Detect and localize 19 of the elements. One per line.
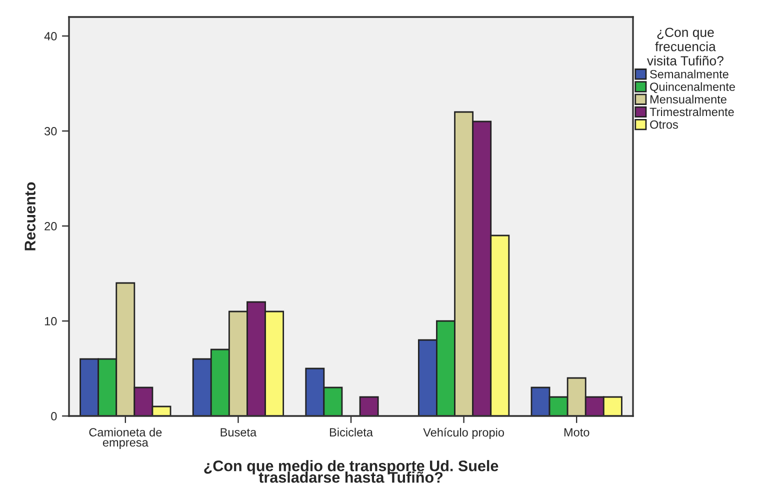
y-tick-label: 20 xyxy=(44,222,57,230)
y-tick-label: 40 xyxy=(44,32,57,40)
y-tick-label: 10 xyxy=(44,317,57,326)
legend-label: Quincenalmente xyxy=(650,82,735,94)
y-tick-label: 30 xyxy=(44,127,57,136)
x-axis-title: ¿Con que medio de transporte Ud. Suele trasladarse hasta Tufiño? xyxy=(204,460,498,483)
x-tick-label: Moto xyxy=(564,428,590,436)
legend-label: Trimestralmente xyxy=(650,107,734,116)
x-tick-label: Buseta xyxy=(220,428,257,436)
legend-label: Mensualmente xyxy=(650,94,726,104)
x-tick-label: Vehículo propio xyxy=(423,428,504,439)
y-axis-title: Recuento xyxy=(24,182,36,250)
x-tick-label: Camioneta de empresa xyxy=(89,428,162,449)
legend-title: ¿Con que frecuencia visita Tufiño? xyxy=(646,28,724,66)
legend-label: Semanalmente xyxy=(650,70,728,78)
legend-label: Otros xyxy=(650,120,678,129)
y-tick-label: 0 xyxy=(51,412,57,420)
bar xyxy=(359,396,379,416)
x-tick-label: Bicicleta xyxy=(330,428,373,436)
